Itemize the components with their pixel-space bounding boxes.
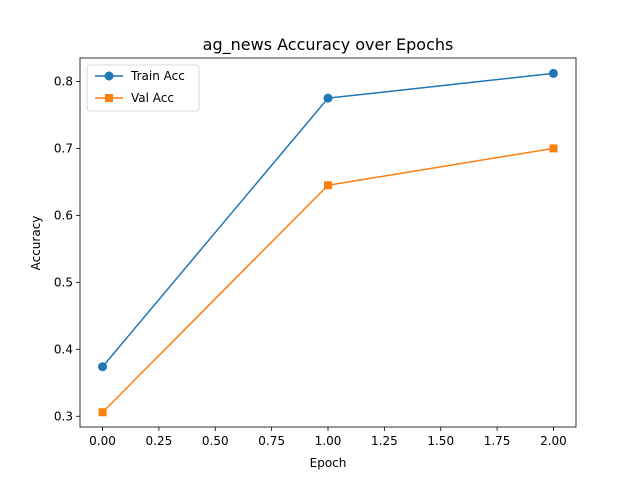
x-tick-label: 1.75 [484,434,511,448]
y-tick-label: 0.8 [54,74,73,88]
x-tick-label: 1.00 [315,434,342,448]
x-tick-label: 0.00 [89,434,116,448]
x-axis-label: Epoch [310,456,347,470]
y-tick-label: 0.7 [54,141,73,155]
data-point-val-acc [549,144,558,153]
x-tick-label: 0.75 [258,434,285,448]
x-tick-label: 0.25 [146,434,173,448]
data-point-train-acc [323,93,333,103]
data-point-val-acc [324,181,332,190]
legend-label-train-acc: Train Acc [130,69,185,83]
legend-marker-val-acc [105,94,113,102]
data-point-val-acc [98,408,107,417]
x-tick-label: 1.50 [427,434,454,448]
y-tick-label: 0.6 [54,208,73,222]
x-tick-label: 2.00 [540,434,567,448]
y-axis-label: Accuracy [29,216,43,271]
data-point-train-acc [98,362,108,372]
legend-label-val-acc: Val Acc [131,91,174,105]
plot-area: 0.00 0.25 0.50 0.75 1.00 1.25 1.50 1.75 2.00 0.3 0… [54,57,577,448]
y-tick-label: 0.3 [54,409,73,423]
legend-marker-train-acc [104,71,114,81]
data-point-train-acc [548,68,558,78]
x-tick-label: 1.25 [371,434,398,448]
x-tick-label: 0.50 [202,434,229,448]
y-tick-label: 0.5 [54,275,73,289]
chart-title: ag_news Accuracy over Epochs [203,35,454,55]
y-tick-label: 0.4 [54,342,73,356]
